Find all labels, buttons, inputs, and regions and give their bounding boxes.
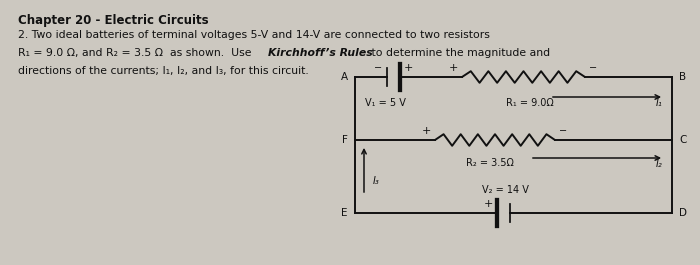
Text: +: + [484,199,493,209]
Text: R₂ = 3.5Ω: R₂ = 3.5Ω [466,158,514,168]
Text: +: + [421,126,431,136]
Text: F: F [342,135,348,145]
Text: I₁: I₁ [655,98,662,108]
Text: R₁ = 9.0 Ω, and R₂ = 3.5 Ω  as shown.  Use: R₁ = 9.0 Ω, and R₂ = 3.5 Ω as shown. Use [18,48,255,58]
Text: +: + [449,63,458,73]
Text: Kirchhoff’s Rules: Kirchhoff’s Rules [268,48,372,58]
Text: D: D [679,208,687,218]
Text: −: − [374,63,382,73]
Text: −: − [589,63,597,73]
Text: A: A [341,72,348,82]
Text: Chapter 20 - Electric Circuits: Chapter 20 - Electric Circuits [18,14,209,27]
Text: V₂ = 14 V: V₂ = 14 V [482,185,528,195]
Text: I₂: I₂ [655,159,662,169]
Text: V₁ = 5 V: V₁ = 5 V [365,98,405,108]
Text: B: B [679,72,686,82]
Text: I₃: I₃ [373,176,379,187]
Text: C: C [679,135,687,145]
Text: R₁ = 9.0Ω: R₁ = 9.0Ω [506,98,554,108]
Text: 2. Two ideal batteries of terminal voltages 5-V and 14-V are connected to two re: 2. Two ideal batteries of terminal volta… [18,30,490,40]
Text: directions of the currents; I₁, I₂, and I₃, for this circuit.: directions of the currents; I₁, I₂, and … [18,66,309,76]
Text: +: + [404,63,414,73]
Text: −: − [559,126,567,136]
Text: E: E [342,208,348,218]
Text: to determine the magnitude and: to determine the magnitude and [368,48,550,58]
